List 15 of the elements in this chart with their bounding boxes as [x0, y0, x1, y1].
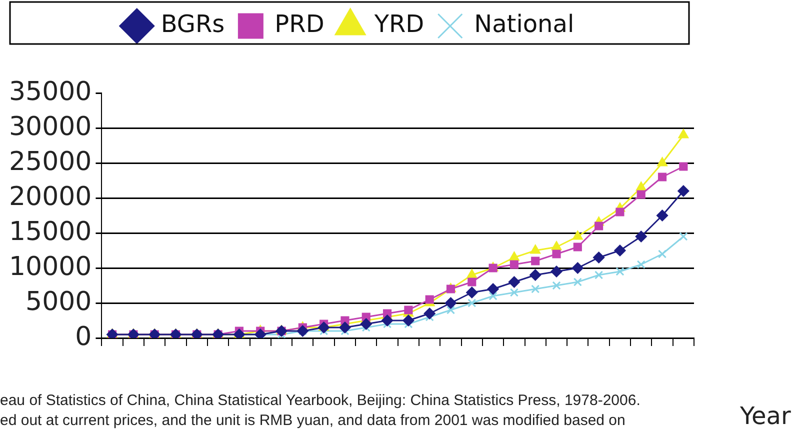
y-tick-label: 10000 [8, 252, 92, 282]
text: eau of Statistics of China, China Statistical Yearbook, Beijing: China Statistics Press, 1978-2006. [0, 392, 640, 409]
legend-label: YRD [373, 10, 424, 38]
y-tick-label: 30000 [8, 112, 92, 142]
y-tick-label: 20000 [8, 182, 92, 212]
text: ed out at current prices, and the unit is RMB yuan, and data from 2001 was modified based on [0, 412, 626, 429]
legend-label: PRD [274, 10, 324, 38]
legend-label: BGRs [160, 10, 225, 38]
y-tick-label: 0 [75, 322, 92, 352]
y-tick-label: 5000 [26, 286, 92, 317]
legend-label: National [474, 10, 574, 38]
y-tick-label: 15000 [8, 216, 92, 247]
y-tick-label: 35000 [8, 76, 92, 107]
x-axis-title: Year [740, 402, 791, 430]
y-tick-label: 25000 [8, 146, 92, 177]
